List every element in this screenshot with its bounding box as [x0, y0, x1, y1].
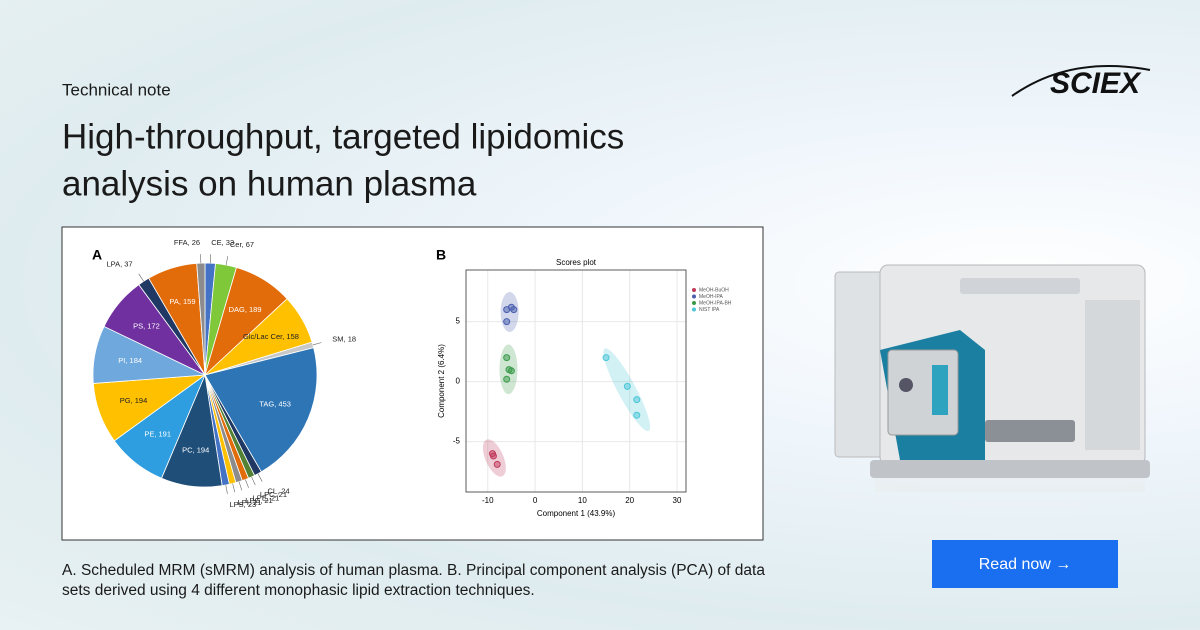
y-axis-label: Component 2 (6.4%)	[437, 344, 446, 418]
slice-label: LPS, 23	[230, 500, 257, 509]
leader-line	[312, 342, 322, 346]
slice-label: LPG, 21	[245, 496, 273, 505]
legend-label: MeOH-IPA-BH	[699, 300, 732, 306]
point	[503, 354, 511, 362]
slice-label: PA, 159	[169, 297, 195, 306]
point	[489, 452, 497, 460]
slice-label: Glc/Lac Cer, 158	[243, 332, 299, 341]
x-tick-label: 10	[578, 496, 587, 505]
logo-swoosh	[1011, 65, 1151, 97]
eyebrow: Technical note	[62, 80, 171, 99]
leader-line	[138, 273, 144, 282]
x-tick-label: 30	[673, 496, 682, 505]
slice-label: PG, 194	[120, 396, 148, 405]
slice-label: TAG, 453	[259, 400, 291, 409]
slice-label: SM, 18	[332, 334, 356, 343]
legend-label: NIST IPA	[699, 307, 720, 313]
pie-slice	[196, 262, 206, 376]
legend-label: MeOH-BuOH	[699, 287, 729, 293]
panel-label: B	[436, 247, 446, 263]
y-tick-label: -5	[453, 437, 461, 446]
x-tick-label: 20	[625, 496, 634, 505]
plot-title: Scores plot	[556, 258, 597, 267]
slice-label: Cer, 67	[230, 240, 254, 249]
point	[503, 375, 511, 383]
slice-label: PC, 194	[182, 446, 209, 455]
slice-label: LPE, 21	[253, 493, 280, 502]
title: analysis on human plasma	[62, 164, 477, 203]
slice-label: FFA, 26	[174, 238, 200, 247]
leader-line	[225, 256, 229, 266]
title: High-throughput, targeted lipidomics	[62, 117, 624, 156]
legend-marker	[692, 294, 696, 299]
slice-label: LPC, 21	[260, 490, 287, 499]
caption: A. Scheduled MRM (sMRM) analysis of huma…	[62, 562, 765, 579]
legend-label: MeOH-IPA	[699, 294, 723, 300]
x-axis-label: Component 1 (43.9%)	[537, 509, 616, 518]
point	[633, 396, 641, 404]
point	[510, 306, 518, 314]
leader-line	[251, 476, 256, 486]
leader-line	[257, 473, 263, 482]
slice-label: LPA, 37	[106, 259, 132, 268]
point	[503, 318, 511, 326]
pie-slice	[204, 347, 318, 473]
slice-label: PE, 191	[144, 430, 171, 439]
slice-label: PI, 184	[118, 356, 142, 365]
slice-label: CE, 33	[211, 238, 234, 247]
logo: SCIEX	[1050, 67, 1142, 100]
slice-label: CL, 24	[268, 486, 290, 495]
leader-line	[245, 479, 249, 488]
slice-label: PS, 172	[133, 321, 160, 330]
point	[507, 367, 515, 375]
button-label[interactable]: Read now →	[979, 556, 1072, 573]
point	[602, 354, 610, 362]
point	[623, 382, 631, 390]
point	[633, 411, 641, 419]
legend-marker	[692, 307, 696, 312]
panel-label: A	[92, 247, 102, 263]
read-now-button[interactable]	[932, 540, 1118, 588]
x-tick-label: 0	[533, 496, 538, 505]
leader-line	[225, 485, 228, 494]
slice-label: LPI, 21	[238, 498, 262, 507]
leader-line	[238, 481, 243, 491]
leader-line	[232, 483, 236, 493]
slice-label: DAG, 189	[229, 305, 262, 314]
caption: sets derived using 4 different monophasi…	[62, 582, 535, 599]
plot-frame	[465, 269, 687, 493]
x-tick-label: -10	[482, 496, 494, 505]
y-tick-label: 0	[456, 377, 461, 386]
instrument	[834, 264, 1150, 492]
legend-marker	[692, 301, 696, 305]
legend-marker	[692, 288, 696, 292]
point	[493, 460, 501, 468]
y-tick-label: 5	[456, 317, 461, 326]
